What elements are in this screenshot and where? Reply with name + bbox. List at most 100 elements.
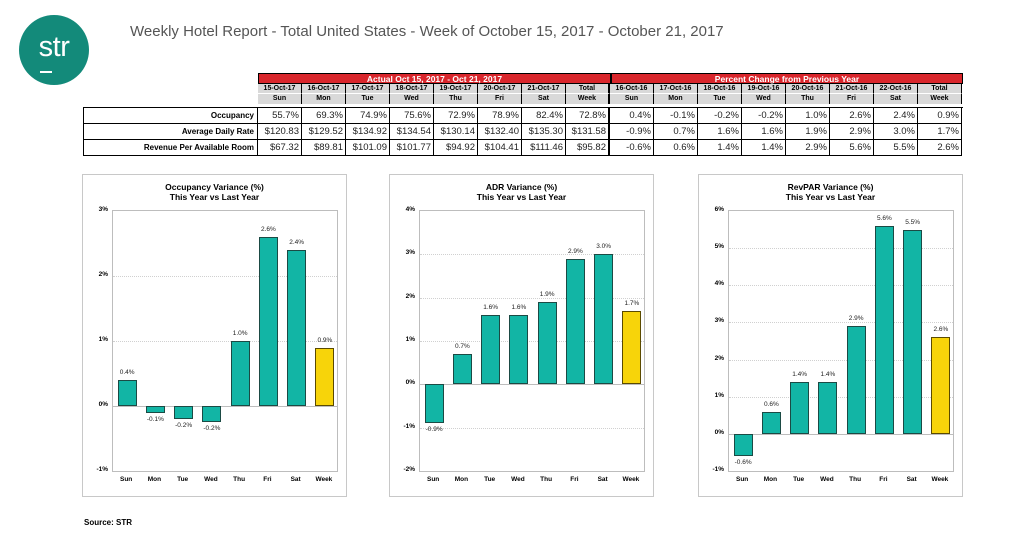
actual-value-cell: $94.92 [434, 140, 478, 156]
row-label: Occupancy [83, 108, 258, 124]
y-tick-label: -1% [403, 422, 415, 430]
chart-subtitle: This Year vs Last Year [169, 192, 260, 202]
actual-value-cell: $131.58 [566, 124, 610, 140]
zero-line [729, 433, 953, 435]
actual-value-cell: 69.3% [302, 108, 346, 124]
change-value-cell: 0.9% [918, 108, 962, 124]
y-tick-label: 3% [714, 317, 724, 325]
data-label: 0.9% [317, 336, 333, 344]
date-header-cell: 22-Oct-16 [874, 84, 918, 94]
x-tick-label: Thu [540, 476, 553, 483]
data-label: 1.4% [792, 370, 808, 378]
report-title: Weekly Hotel Report - Total United State… [130, 23, 724, 40]
day-bar [424, 384, 444, 424]
data-label: 1.0% [232, 330, 248, 337]
x-tick-label: Wed [204, 476, 218, 483]
chart-title: ADR Variance (%) This Year vs Last Year [390, 182, 653, 202]
change-value-cell: 2.9% [830, 124, 874, 140]
date-header-cell: 16-Oct-16 [610, 84, 654, 94]
y-tick-label: 2% [98, 271, 108, 278]
day-bar [202, 406, 222, 423]
day-header-cell: Fri [830, 94, 874, 104]
change-value-cell: -0.2% [698, 108, 742, 124]
change-value-cell: -0.2% [742, 108, 786, 124]
y-tick-label: 6% [714, 206, 724, 213]
day-header-cell: Fri [478, 94, 522, 104]
source-note: Source: STR [84, 518, 133, 527]
x-tick-label: Mon [147, 476, 162, 483]
actual-value-cell: $95.82 [566, 140, 610, 156]
day-header-cell: Tue [346, 94, 390, 104]
day-header-cell: Wed [742, 94, 786, 104]
chart-subtitle: This Year vs Last Year [476, 192, 567, 202]
chart-title-main: Occupancy Variance (%) [165, 182, 264, 192]
date-header-cell: 21-Oct-17 [522, 84, 566, 94]
day-header-row: Sun Mon Tue Wed Thu Fri Sat Week Sun Mon Tue Wed Thu… [258, 94, 962, 104]
day-header-cell: Sat [874, 94, 918, 104]
y-tick-label: 2% [714, 354, 724, 362]
day-bar [509, 315, 529, 385]
day-bar [846, 326, 866, 434]
x-tick-label: Week [931, 476, 949, 483]
x-tick-label: Week [315, 476, 333, 483]
plot-area: -0.9% 0.7% 1.6% 1.6% 1.9% 2.9% 3.0% 1.7% [419, 210, 645, 472]
date-header-cell: 18-Oct-17 [390, 84, 434, 94]
change-value-cell: 1.0% [786, 108, 830, 124]
day-bar [761, 411, 781, 434]
date-header-cell: 16-Oct-17 [302, 84, 346, 94]
data-label: 1.9% [539, 291, 555, 298]
data-label: 0.7% [454, 343, 470, 350]
day-bar [230, 341, 250, 406]
day-bar [733, 433, 753, 457]
actual-value-cell: 82.4% [522, 108, 566, 124]
actual-value-cell: $89.81 [302, 140, 346, 156]
day-header-cell: Sat [522, 94, 566, 104]
day-bar [481, 315, 501, 385]
y-tick-label: -1% [96, 466, 108, 473]
x-tick-label: Fri [570, 476, 579, 483]
data-label: -0.9% [425, 426, 443, 434]
date-header-cell: 20-Oct-17 [478, 84, 522, 94]
actual-value-cell: $104.41 [478, 140, 522, 156]
day-bar [537, 302, 557, 385]
actual-value-cell: $132.40 [478, 124, 522, 140]
y-tick-label: 0% [98, 401, 108, 408]
change-value-cell: 3.0% [874, 124, 918, 140]
day-bar [174, 406, 194, 419]
chart-title-main: RevPAR Variance (%) [787, 182, 874, 192]
x-tick-label: Mon [763, 476, 778, 483]
gridline [729, 248, 953, 250]
chart-title: RevPAR Variance (%) This Year vs Last Yea… [699, 182, 962, 202]
actual-value-cell: $111.46 [522, 140, 566, 156]
x-tick-label: Sat [597, 476, 608, 483]
actual-value-cell: 72.9% [434, 108, 478, 124]
table-row: Occupancy 55.7% 69.3% 74.9% 75.6% 72.9% 78.9% 8… [83, 108, 962, 124]
day-header-cell: Mon [302, 94, 346, 104]
actual-value-cell: $101.77 [390, 140, 434, 156]
data-label: -0.1% [146, 415, 164, 423]
day-header-cell: Thu [434, 94, 478, 104]
data-label: 2.4% [289, 239, 305, 246]
day-bar [818, 381, 838, 434]
actual-value-cell: $101.09 [346, 140, 390, 156]
table-row: Revenue Per Available Room $67.32 $89.81 $1… [83, 140, 962, 156]
table-top-border [83, 107, 963, 108]
data-label: 0.6% [763, 400, 779, 408]
day-bar [790, 381, 810, 434]
x-tick-label: Sat [906, 476, 917, 483]
data-label: 1.6% [511, 304, 527, 311]
week-bar [315, 347, 335, 406]
date-header-cell: 20-Oct-16 [786, 84, 830, 94]
zero-line [113, 406, 337, 407]
chart-title: Occupancy Variance (%) This Year vs Last … [83, 182, 346, 202]
change-value-cell: 5.6% [830, 140, 874, 156]
day-bar [117, 380, 137, 406]
date-header-cell: 17-Oct-16 [654, 84, 698, 94]
data-label: 2.6% [933, 326, 949, 334]
change-value-cell: 5.5% [874, 140, 918, 156]
change-value-cell: 1.7% [918, 124, 962, 140]
change-value-cell: 0.6% [654, 140, 698, 156]
gridline [729, 285, 953, 287]
y-tick-label: 3% [405, 249, 415, 257]
change-value-cell: 0.4% [610, 108, 654, 124]
